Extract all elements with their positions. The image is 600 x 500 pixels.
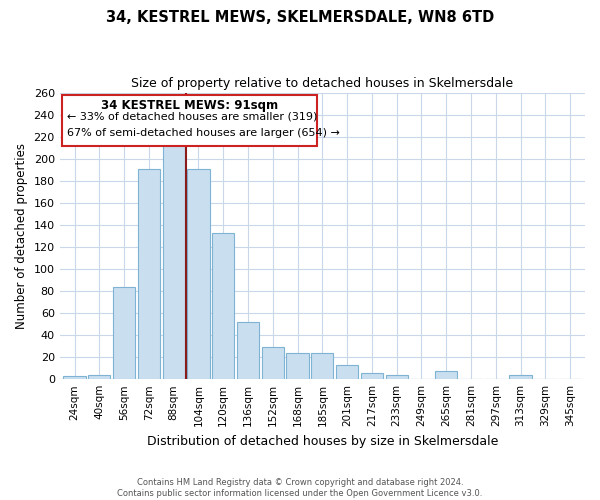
Bar xyxy=(311,353,334,379)
Text: 34 KESTREL MEWS: 91sqm: 34 KESTREL MEWS: 91sqm xyxy=(101,98,278,112)
Bar xyxy=(509,375,532,379)
Bar xyxy=(88,375,110,379)
Y-axis label: Number of detached properties: Number of detached properties xyxy=(15,143,28,329)
Bar xyxy=(237,322,259,379)
Bar xyxy=(361,372,383,379)
Bar xyxy=(336,365,358,379)
Bar xyxy=(187,169,209,379)
Text: ← 33% of detached houses are smaller (319): ← 33% of detached houses are smaller (31… xyxy=(67,112,318,122)
Title: Size of property relative to detached houses in Skelmersdale: Size of property relative to detached ho… xyxy=(131,78,514,90)
Text: 34, KESTREL MEWS, SKELMERSDALE, WN8 6TD: 34, KESTREL MEWS, SKELMERSDALE, WN8 6TD xyxy=(106,10,494,25)
Bar xyxy=(64,376,86,379)
Bar xyxy=(262,348,284,379)
Text: Contains HM Land Registry data © Crown copyright and database right 2024.
Contai: Contains HM Land Registry data © Crown c… xyxy=(118,478,482,498)
Bar xyxy=(286,353,309,379)
Bar xyxy=(435,372,457,379)
Bar xyxy=(163,145,185,379)
Text: 67% of semi-detached houses are larger (654) →: 67% of semi-detached houses are larger (… xyxy=(67,128,340,138)
FancyBboxPatch shape xyxy=(62,96,317,146)
X-axis label: Distribution of detached houses by size in Skelmersdale: Distribution of detached houses by size … xyxy=(146,434,498,448)
Bar xyxy=(138,169,160,379)
Bar xyxy=(212,233,235,379)
Bar xyxy=(113,286,135,379)
Bar xyxy=(386,375,408,379)
